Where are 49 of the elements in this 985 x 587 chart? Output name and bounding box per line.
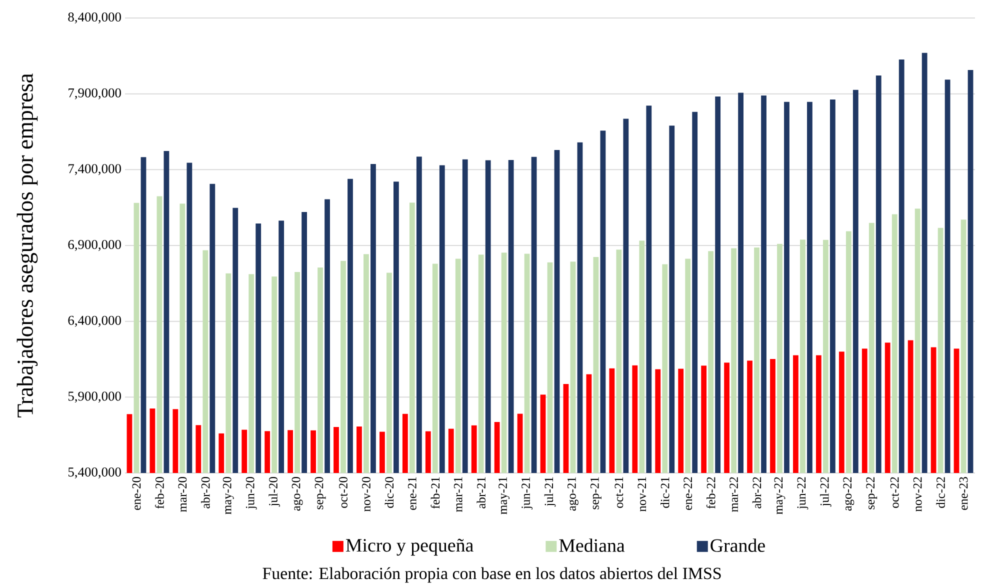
x-tick-label: mar-22 [730,477,738,512]
x-tick-label: feb-22 [706,477,716,509]
y-tick-label: 7,400,000 [68,164,121,176]
x-tick-label: dic-21 [660,477,670,508]
x-tick-label: nov-20 [362,476,370,512]
y-tick-label: 8,400,000 [68,12,121,24]
x-tick-label: may-22 [774,477,786,514]
x-tick-label: oct-21 [614,477,624,508]
x-tick-label: jul-22 [820,477,832,507]
x-tick-label: abr-22 [752,477,762,508]
y-tick-label: 5,900,000 [68,392,121,403]
legend-label: Grande [710,538,765,552]
x-tick-label: sep-20 [314,476,326,510]
x-tick-label: ene-20 [132,476,141,510]
legend-label: Micro y pequeña [346,538,474,556]
x-tick-label: ago-22 [843,477,854,511]
x-tick-label: oct-22 [890,477,899,508]
x-tick-label: abr-20 [201,476,210,508]
x-tick-label: sep-22 [866,477,878,510]
x-tick-label: dic-20 [384,476,394,508]
x-tick-label: dic-22 [936,477,945,508]
x-tick-label: ene-23 [959,477,968,510]
x-tick-label: feb-20 [155,476,164,509]
x-tick-label: feb-21 [430,477,440,509]
x-tick-label: jul-20 [268,476,280,507]
x-tick-label: jun-20 [246,476,257,510]
x-tick-label: jun-21 [522,477,532,510]
y-tick-label: 6,900,000 [68,240,121,251]
x-tick-label: may-20 [222,476,234,514]
x-tick-label: sep-21 [590,477,602,510]
source-note: Fuente: Elaboración propia con base en los datos abiertos del IMSS [262,567,721,583]
y-tick-label: 5,400,000 [68,467,121,478]
x-tick-label: may-21 [498,477,510,514]
x-tick-label: ago-21 [568,477,578,511]
x-tick-label: oct-20 [339,476,348,508]
x-tick-label: mar-21 [454,477,462,512]
y-tick-label: 6,400,000 [68,316,121,327]
x-tick-label: abr-21 [476,477,486,508]
x-tick-label: jul-21 [544,477,556,507]
x-tick-label: mar-20 [178,476,187,512]
x-tick-label: nov-22 [913,477,922,512]
x-tick-label: ago-20 [292,476,303,511]
x-tick-label: jun-22 [797,477,808,510]
legend-label: Mediana [559,538,625,552]
y-tick-label: 7,900,000 [68,88,121,100]
x-tick-label: nov-21 [638,477,646,512]
x-tick-label: ene-22 [684,477,692,510]
x-tick-label: ene-21 [408,477,416,510]
y-axis-title: Trabajadores asegurados por empresa [16,73,38,418]
